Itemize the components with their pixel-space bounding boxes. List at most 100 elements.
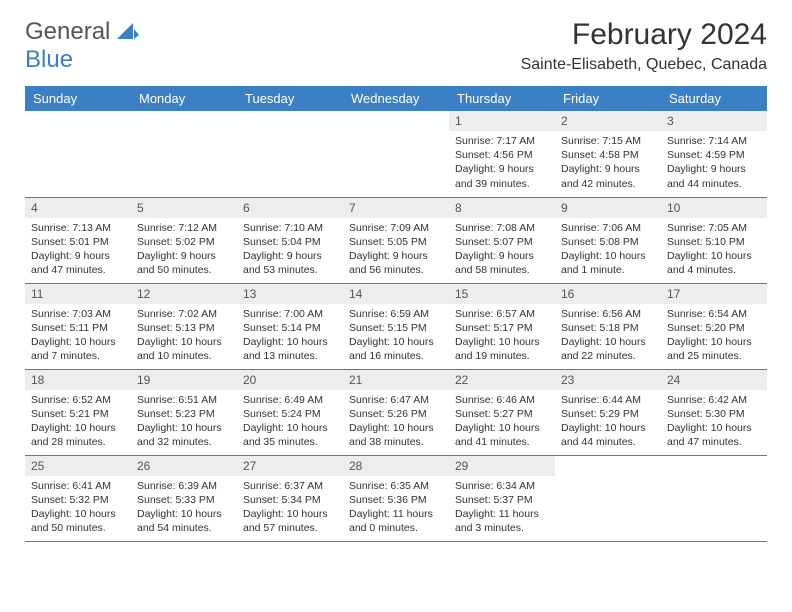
calendar-cell: 15Sunrise: 6:57 AMSunset: 5:17 PMDayligh…: [449, 283, 555, 369]
calendar-cell: 27Sunrise: 6:37 AMSunset: 5:34 PMDayligh…: [237, 455, 343, 541]
header: General Blue February 2024 Sainte-Elisab…: [25, 18, 767, 74]
calendar-cell: 24Sunrise: 6:42 AMSunset: 5:30 PMDayligh…: [661, 369, 767, 455]
day-details: Sunrise: 6:52 AMSunset: 5:21 PMDaylight:…: [25, 390, 131, 453]
day-details: Sunrise: 7:14 AMSunset: 4:59 PMDaylight:…: [661, 131, 767, 194]
day-number: 20: [237, 370, 343, 390]
calendar-cell: 19Sunrise: 6:51 AMSunset: 5:23 PMDayligh…: [131, 369, 237, 455]
calendar-cell: 8Sunrise: 7:08 AMSunset: 5:07 PMDaylight…: [449, 197, 555, 283]
calendar-cell: 29Sunrise: 6:34 AMSunset: 5:37 PMDayligh…: [449, 455, 555, 541]
day-details: Sunrise: 6:54 AMSunset: 5:20 PMDaylight:…: [661, 304, 767, 367]
calendar-cell: 11Sunrise: 7:03 AMSunset: 5:11 PMDayligh…: [25, 283, 131, 369]
day-number: 25: [25, 456, 131, 476]
location: Sainte-Elisabeth, Quebec, Canada: [521, 56, 767, 74]
day-details: Sunrise: 7:09 AMSunset: 5:05 PMDaylight:…: [343, 218, 449, 281]
day-details: Sunrise: 7:15 AMSunset: 4:58 PMDaylight:…: [555, 131, 661, 194]
day-details: Sunrise: 6:47 AMSunset: 5:26 PMDaylight:…: [343, 390, 449, 453]
calendar-cell: 21Sunrise: 6:47 AMSunset: 5:26 PMDayligh…: [343, 369, 449, 455]
calendar-cell: [661, 455, 767, 541]
day-number: 29: [449, 456, 555, 476]
day-details: Sunrise: 6:44 AMSunset: 5:29 PMDaylight:…: [555, 390, 661, 453]
calendar-cell: 17Sunrise: 6:54 AMSunset: 5:20 PMDayligh…: [661, 283, 767, 369]
calendar-row: 4Sunrise: 7:13 AMSunset: 5:01 PMDaylight…: [25, 197, 767, 283]
logo-part2: Blue: [25, 46, 73, 73]
day-number: 24: [661, 370, 767, 390]
title-block: February 2024 Sainte-Elisabeth, Quebec, …: [521, 18, 767, 74]
weekday-header: Sunday: [25, 86, 131, 111]
day-details: Sunrise: 7:05 AMSunset: 5:10 PMDaylight:…: [661, 218, 767, 281]
calendar-cell: 2Sunrise: 7:15 AMSunset: 4:58 PMDaylight…: [555, 111, 661, 197]
calendar-cell: 6Sunrise: 7:10 AMSunset: 5:04 PMDaylight…: [237, 197, 343, 283]
calendar-body: 1Sunrise: 7:17 AMSunset: 4:56 PMDaylight…: [25, 111, 767, 541]
day-number: 11: [25, 284, 131, 304]
day-number: 9: [555, 198, 661, 218]
day-number: 15: [449, 284, 555, 304]
day-number: 4: [25, 198, 131, 218]
weekday-header: Tuesday: [237, 86, 343, 111]
calendar-cell: [555, 455, 661, 541]
calendar-row: 18Sunrise: 6:52 AMSunset: 5:21 PMDayligh…: [25, 369, 767, 455]
weekday-header: Monday: [131, 86, 237, 111]
logo-triangle-icon: [117, 23, 139, 39]
calendar-row: 11Sunrise: 7:03 AMSunset: 5:11 PMDayligh…: [25, 283, 767, 369]
calendar-row: 1Sunrise: 7:17 AMSunset: 4:56 PMDaylight…: [25, 111, 767, 197]
calendar-cell: 5Sunrise: 7:12 AMSunset: 5:02 PMDaylight…: [131, 197, 237, 283]
calendar-cell: [25, 111, 131, 197]
day-number: 13: [237, 284, 343, 304]
day-number: 22: [449, 370, 555, 390]
day-details: Sunrise: 6:34 AMSunset: 5:37 PMDaylight:…: [449, 476, 555, 539]
calendar-cell: 14Sunrise: 6:59 AMSunset: 5:15 PMDayligh…: [343, 283, 449, 369]
day-number: 28: [343, 456, 449, 476]
calendar-cell: 3Sunrise: 7:14 AMSunset: 4:59 PMDaylight…: [661, 111, 767, 197]
day-number: 21: [343, 370, 449, 390]
calendar-cell: 16Sunrise: 6:56 AMSunset: 5:18 PMDayligh…: [555, 283, 661, 369]
weekday-header: Friday: [555, 86, 661, 111]
day-number: 19: [131, 370, 237, 390]
day-number: 6: [237, 198, 343, 218]
day-details: Sunrise: 7:08 AMSunset: 5:07 PMDaylight:…: [449, 218, 555, 281]
day-details: Sunrise: 6:35 AMSunset: 5:36 PMDaylight:…: [343, 476, 449, 539]
weekday-row: SundayMondayTuesdayWednesdayThursdayFrid…: [25, 86, 767, 111]
day-details: Sunrise: 7:02 AMSunset: 5:13 PMDaylight:…: [131, 304, 237, 367]
calendar-cell: 25Sunrise: 6:41 AMSunset: 5:32 PMDayligh…: [25, 455, 131, 541]
day-number: 18: [25, 370, 131, 390]
month-title: February 2024: [521, 18, 767, 52]
day-details: Sunrise: 6:46 AMSunset: 5:27 PMDaylight:…: [449, 390, 555, 453]
day-number: 27: [237, 456, 343, 476]
calendar-row: 25Sunrise: 6:41 AMSunset: 5:32 PMDayligh…: [25, 455, 767, 541]
calendar-cell: 12Sunrise: 7:02 AMSunset: 5:13 PMDayligh…: [131, 283, 237, 369]
day-number: 1: [449, 111, 555, 131]
calendar-cell: [131, 111, 237, 197]
day-details: Sunrise: 6:41 AMSunset: 5:32 PMDaylight:…: [25, 476, 131, 539]
day-details: Sunrise: 7:17 AMSunset: 4:56 PMDaylight:…: [449, 131, 555, 194]
day-details: Sunrise: 6:59 AMSunset: 5:15 PMDaylight:…: [343, 304, 449, 367]
day-number: 12: [131, 284, 237, 304]
day-details: Sunrise: 6:42 AMSunset: 5:30 PMDaylight:…: [661, 390, 767, 453]
weekday-header: Wednesday: [343, 86, 449, 111]
calendar-cell: [237, 111, 343, 197]
day-number: 14: [343, 284, 449, 304]
day-number: 8: [449, 198, 555, 218]
logo-text: General Blue: [25, 18, 139, 74]
calendar-cell: 20Sunrise: 6:49 AMSunset: 5:24 PMDayligh…: [237, 369, 343, 455]
calendar-cell: 22Sunrise: 6:46 AMSunset: 5:27 PMDayligh…: [449, 369, 555, 455]
calendar-head: SundayMondayTuesdayWednesdayThursdayFrid…: [25, 86, 767, 111]
day-number: 26: [131, 456, 237, 476]
calendar-cell: 1Sunrise: 7:17 AMSunset: 4:56 PMDaylight…: [449, 111, 555, 197]
calendar-cell: 26Sunrise: 6:39 AMSunset: 5:33 PMDayligh…: [131, 455, 237, 541]
day-details: Sunrise: 7:03 AMSunset: 5:11 PMDaylight:…: [25, 304, 131, 367]
calendar-cell: 7Sunrise: 7:09 AMSunset: 5:05 PMDaylight…: [343, 197, 449, 283]
calendar-table: SundayMondayTuesdayWednesdayThursdayFrid…: [25, 86, 767, 542]
calendar-cell: [343, 111, 449, 197]
calendar-cell: 9Sunrise: 7:06 AMSunset: 5:08 PMDaylight…: [555, 197, 661, 283]
day-details: Sunrise: 6:49 AMSunset: 5:24 PMDaylight:…: [237, 390, 343, 453]
day-details: Sunrise: 7:10 AMSunset: 5:04 PMDaylight:…: [237, 218, 343, 281]
day-number: 16: [555, 284, 661, 304]
logo-part1: General: [25, 18, 110, 45]
day-number: 17: [661, 284, 767, 304]
day-number: 5: [131, 198, 237, 218]
day-details: Sunrise: 6:37 AMSunset: 5:34 PMDaylight:…: [237, 476, 343, 539]
day-number: 7: [343, 198, 449, 218]
day-details: Sunrise: 6:56 AMSunset: 5:18 PMDaylight:…: [555, 304, 661, 367]
weekday-header: Thursday: [449, 86, 555, 111]
logo: General Blue: [25, 18, 139, 74]
